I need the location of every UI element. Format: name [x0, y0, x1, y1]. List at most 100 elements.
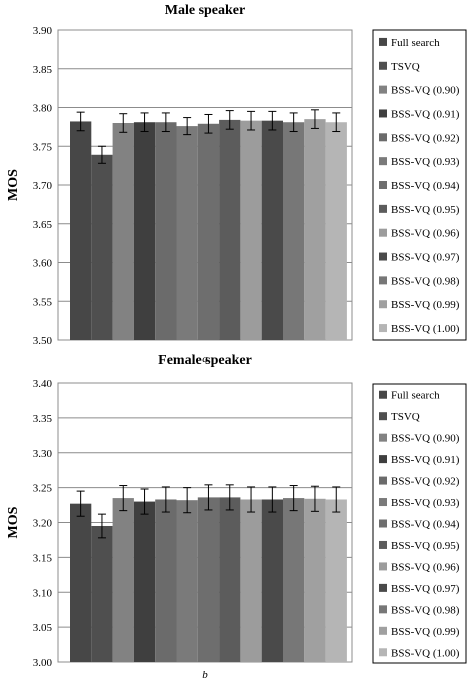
legend-box	[372, 383, 467, 664]
legend-entry: BSS-VQ (1.00)	[391, 323, 460, 335]
chart-title: Male speaker	[165, 3, 245, 18]
y-tick-label: 3.10	[33, 587, 53, 599]
legend-swatch	[379, 85, 387, 94]
panel-caption: a	[202, 353, 208, 365]
legend-swatch	[379, 109, 387, 118]
legend-swatch	[379, 562, 387, 571]
bar-bss-vq-0-99	[304, 498, 326, 662]
legend-swatch	[379, 228, 387, 237]
bar-bss-vq-0-99	[304, 119, 326, 340]
bar-bss-vq-1-00	[325, 122, 347, 340]
y-tick-label: 3.70	[33, 180, 53, 192]
bar-bss-vq-0-90	[112, 123, 134, 340]
legend-entry: BSS-VQ (0.90)	[391, 85, 460, 97]
y-tick-label: 3.60	[33, 258, 53, 270]
y-axis-label: MOS	[6, 169, 21, 201]
y-tick-label: 3.25	[33, 483, 53, 495]
legend-entry: BSS-VQ (0.99)	[391, 626, 460, 638]
legend-entry: BSS-VQ (0.96)	[391, 561, 460, 573]
legend-swatch	[379, 300, 387, 309]
legend-entry: BSS-VQ (0.94)	[391, 519, 460, 531]
legend-swatch	[379, 540, 387, 549]
legend-swatch	[379, 476, 387, 485]
legend-swatch	[379, 605, 387, 614]
legend-swatch	[379, 133, 387, 142]
chart-panel-male: Male speaker 3.50 3.55 3.60 3.65 3.70 3.75 3.80…	[6, 3, 467, 365]
legend-entry: BSS-VQ (0.95)	[391, 204, 460, 216]
panel-caption: b	[202, 669, 208, 681]
legend-swatch	[379, 433, 387, 442]
bar-bss-vq-0-91	[133, 501, 156, 662]
y-tick-label: 3.75	[33, 141, 53, 153]
bar-bss-vq-0-91	[133, 122, 156, 340]
legend-entry: BSS-VQ (1.00)	[391, 647, 460, 659]
y-tick-label: 3.55	[33, 296, 53, 308]
legend-entry: BSS-VQ (0.97)	[391, 252, 460, 264]
bar-full-search	[70, 503, 92, 662]
legend-swatch	[379, 61, 387, 70]
legend-entry: TSVQ	[391, 411, 420, 423]
legend-entry: BSS-VQ (0.97)	[391, 583, 460, 595]
legend-entry: BSS-VQ (0.92)	[391, 476, 460, 488]
y-tick-label: 3.90	[33, 25, 53, 37]
legend-entry: TSVQ	[391, 61, 420, 73]
bar-bss-vq-0-92	[155, 122, 177, 340]
legend-swatch	[379, 276, 387, 285]
legend-swatch	[379, 648, 387, 657]
bar-bss-vq-0-93	[176, 500, 198, 662]
y-tick-label: 3.30	[33, 448, 53, 460]
bar-bss-vq-0-97	[261, 120, 283, 340]
legend-swatch	[379, 583, 387, 592]
legend-swatch	[379, 324, 387, 333]
bar-full-search	[70, 121, 92, 340]
y-tick-label: 3.35	[33, 413, 53, 425]
legend-swatch	[379, 204, 387, 213]
bar-bss-vq-0-96	[240, 120, 262, 340]
legend-swatch	[379, 390, 387, 399]
y-axis-label: MOS	[6, 506, 21, 538]
bar-bss-vq-0-97	[261, 499, 283, 662]
legend-box	[372, 29, 467, 341]
y-tick-label: 3.00	[33, 657, 53, 669]
y-tick-label: 3.05	[33, 622, 53, 634]
legend-entry: BSS-VQ (0.92)	[391, 132, 460, 144]
y-tick-label: 3.80	[33, 103, 53, 115]
legend-entry: Full search	[391, 390, 440, 402]
bar-bss-vq-0-94	[197, 497, 220, 662]
y-tick-label: 3.20	[33, 518, 53, 530]
legend-entry: BSS-VQ (0.94)	[391, 180, 460, 192]
legend-entry: BSS-VQ (0.93)	[391, 156, 460, 168]
legend-swatch	[379, 37, 387, 46]
legend: Full search TSVQ BSS-VQ (0.90) BSS-VQ (0.91…	[372, 383, 467, 664]
y-tick-label: 3.40	[33, 378, 53, 390]
legend-swatch	[379, 498, 387, 507]
legend-swatch	[379, 519, 387, 528]
bar-bss-vq-0-98	[283, 122, 305, 340]
legend-entry: BSS-VQ (0.91)	[391, 454, 460, 466]
legend-entry: BSS-VQ (0.95)	[391, 540, 460, 552]
bar-bss-vq-0-90	[112, 498, 134, 662]
legend-entry: BSS-VQ (0.98)	[391, 275, 460, 287]
y-tick-label: 3.15	[33, 552, 53, 564]
bar-bss-vq-0-94	[197, 123, 220, 341]
bar-bss-vq-0-93	[176, 126, 198, 340]
legend-swatch	[379, 252, 387, 261]
bar-bss-vq-0-96	[240, 499, 262, 662]
legend-swatch	[379, 412, 387, 421]
legend-swatch	[379, 181, 387, 189]
bar-bss-vq-0-98	[283, 498, 305, 662]
bar-tsvq	[91, 154, 113, 340]
legend-swatch	[379, 626, 387, 635]
bar-bss-vq-0-95	[219, 497, 241, 662]
chart-panel-female: Female speaker 3.00 3.05 3.10 3.15 3.20 3.25 3.…	[6, 353, 467, 681]
legend-entry: BSS-VQ (0.98)	[391, 604, 460, 616]
legend-entry: BSS-VQ (0.91)	[391, 108, 460, 120]
legend-entry: Full search	[391, 37, 440, 49]
y-tick-label: 3.85	[33, 64, 53, 76]
bar-bss-vq-1-00	[325, 499, 347, 662]
y-tick-label: 3.50	[33, 335, 53, 347]
bar-tsvq	[91, 525, 113, 662]
legend-entry: BSS-VQ (0.93)	[391, 497, 460, 509]
bar-bss-vq-0-95	[219, 119, 241, 341]
